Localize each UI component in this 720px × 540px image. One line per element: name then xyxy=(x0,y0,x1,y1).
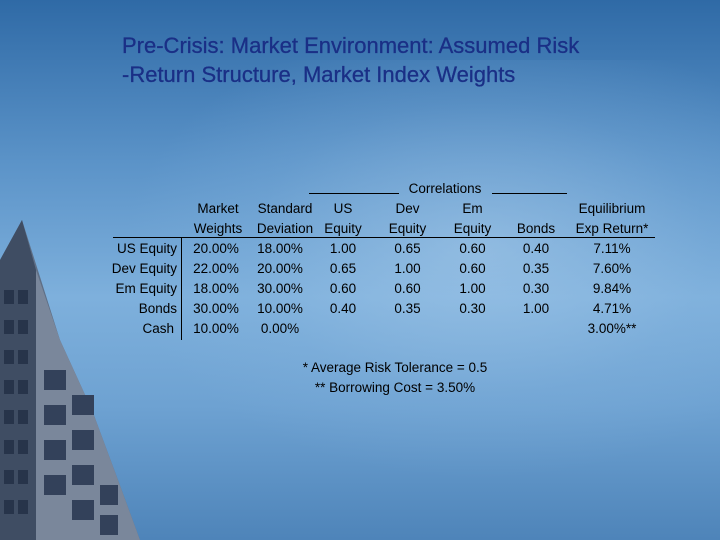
header-em-equity-1: Em xyxy=(462,201,483,216)
header-market-weights-2: Weights xyxy=(193,221,243,236)
cell-exp-return: 7.11% xyxy=(593,241,631,256)
cell-weight: 10.00% xyxy=(193,321,239,336)
header-std-dev-1: Standard xyxy=(257,201,313,216)
cell-exp-return: 3.00%** xyxy=(587,321,637,336)
cell-weight: 18.00% xyxy=(193,281,239,296)
correlations-header: Correlations xyxy=(408,181,482,196)
header-dev-equity-2: Equity xyxy=(388,221,427,236)
cell-stddev: 18.00% xyxy=(257,241,303,256)
cell-corr-em: 0.60 xyxy=(459,261,486,276)
slide-title: Pre-Crisis: Market Environment: Assumed … xyxy=(122,31,702,89)
cell-corr-us: 0.40 xyxy=(329,301,357,316)
cell-corr-bonds: 0.30 xyxy=(522,281,550,296)
correlations-left-rule xyxy=(309,193,399,194)
row-label-em-equity: Em Equity xyxy=(115,281,177,296)
header-std-dev-2: Deviation xyxy=(256,221,314,236)
header-equilibrium: Equilibrium xyxy=(578,201,646,216)
header-em-equity-2: Equity xyxy=(453,221,492,236)
building-image xyxy=(0,220,140,540)
row-label-cash: Cash xyxy=(142,321,174,336)
cell-corr-em: 0.60 xyxy=(459,241,486,256)
header-bonds: Bonds xyxy=(516,221,556,236)
title-line-2: -Return Structure, Market Index Weights xyxy=(122,62,516,87)
cell-corr-us: 1.00 xyxy=(329,241,357,256)
note-borrowing-cost: ** Borrowing Cost = 3.50% xyxy=(314,380,476,395)
header-dev-equity-1: Dev xyxy=(395,201,420,216)
row-label-bonds: Bonds xyxy=(138,301,177,316)
cell-exp-return: 9.84% xyxy=(592,281,632,296)
cell-corr-dev: 1.00 xyxy=(394,261,421,276)
cell-stddev: 0.00% xyxy=(260,321,300,336)
header-market-weights-1: Market xyxy=(197,201,239,216)
cell-corr-us: 0.60 xyxy=(329,281,357,296)
cell-corr-us: 0.65 xyxy=(329,261,357,276)
row-label-dev-equity: Dev Equity xyxy=(111,261,177,276)
cell-corr-dev: 0.35 xyxy=(394,301,421,316)
note-risk-tolerance: * Average Risk Tolerance = 0.5 xyxy=(302,360,488,375)
cell-corr-bonds: 0.35 xyxy=(522,261,550,276)
correlations-right-rule xyxy=(492,193,567,194)
row-label-us-equity: US Equity xyxy=(116,241,177,256)
cell-weight: 22.00% xyxy=(193,261,239,276)
cell-exp-return: 4.71% xyxy=(592,301,632,316)
cell-weight: 20.00% xyxy=(193,241,239,256)
cell-stddev: 10.00% xyxy=(257,301,303,316)
cell-stddev: 30.00% xyxy=(257,281,303,296)
cell-corr-bonds: 1.00 xyxy=(522,301,550,316)
cell-weight: 30.00% xyxy=(193,301,239,316)
title-line-1: Pre-Crisis: Market Environment: Assumed … xyxy=(122,33,580,58)
cell-corr-dev: 0.65 xyxy=(394,241,421,256)
cell-exp-return: 7.60% xyxy=(592,261,632,276)
header-us-equity-1: US xyxy=(333,201,353,216)
cell-corr-bonds: 0.40 xyxy=(522,241,550,256)
cell-stddev: 20.00% xyxy=(257,261,303,276)
row-label-divider xyxy=(181,237,182,340)
header-us-equity-2: Equity xyxy=(324,221,362,236)
header-underline xyxy=(113,237,655,238)
header-exp-return: Exp Return* xyxy=(575,221,649,236)
cell-corr-em: 0.30 xyxy=(459,301,486,316)
cell-corr-em: 1.00 xyxy=(459,281,486,296)
cell-corr-dev: 0.60 xyxy=(394,281,421,296)
